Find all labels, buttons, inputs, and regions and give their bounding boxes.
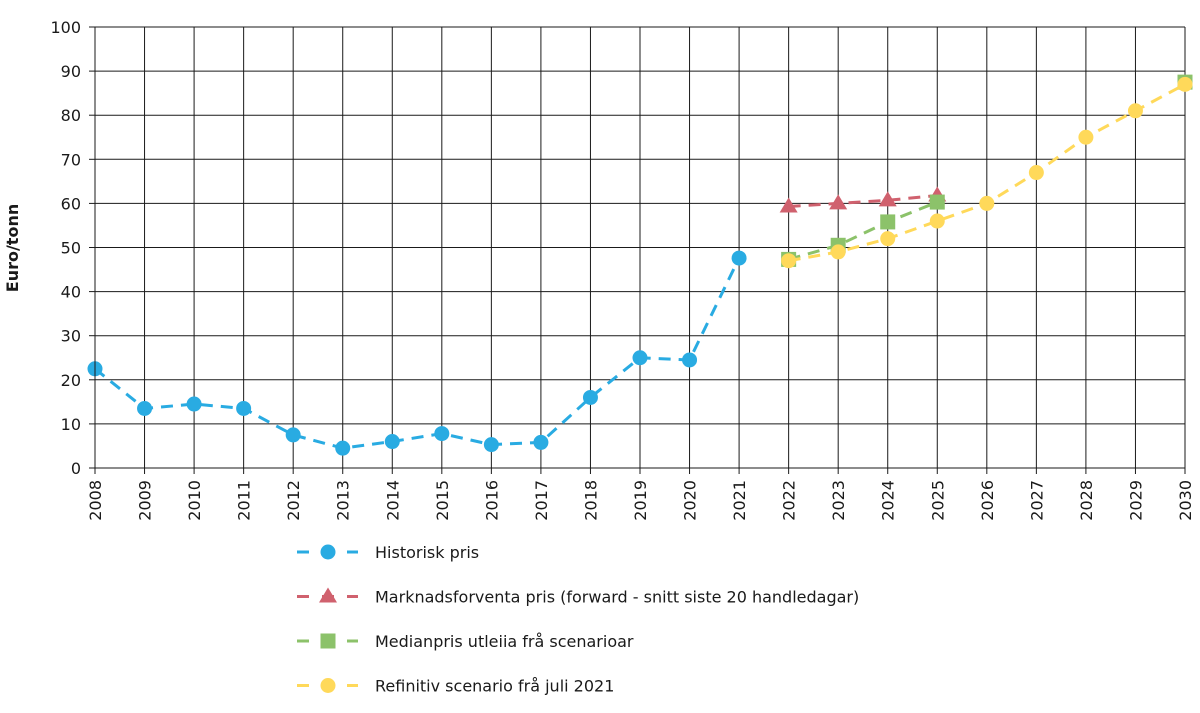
marker [682, 352, 698, 368]
x-tick-label: 2025 [928, 480, 947, 521]
x-tick-label: 2028 [1077, 480, 1096, 521]
x-tick-label: 2016 [482, 480, 501, 521]
x-tick-label: 2023 [829, 480, 848, 521]
x-tick-label: 2018 [581, 480, 600, 521]
legend-label: Refinitiv scenario frå juli 2021 [375, 677, 614, 696]
marker [137, 400, 153, 416]
y-tick-label: 70 [61, 150, 81, 169]
x-tick-label: 2014 [383, 480, 402, 521]
y-axis-label: Euro/tonn [3, 204, 22, 292]
marker [880, 231, 896, 247]
y-tick-label: 0 [71, 459, 81, 478]
x-tick-label: 2009 [136, 480, 155, 521]
x-tick-label: 2008 [86, 480, 105, 521]
x-tick-label: 2027 [1027, 480, 1046, 521]
legend-marker [319, 587, 337, 603]
marker [929, 213, 945, 229]
y-tick-label: 10 [61, 415, 81, 434]
marker [1177, 76, 1193, 92]
y-tick-label: 60 [61, 194, 81, 213]
marker [830, 244, 846, 260]
x-tick-label: 2012 [284, 480, 303, 521]
y-tick-label: 20 [61, 371, 81, 390]
marker [829, 194, 848, 210]
x-tick-label: 2026 [978, 480, 997, 521]
x-tick-label: 2013 [334, 480, 353, 521]
x-tick-label: 2030 [1176, 480, 1195, 521]
legend-marker [320, 633, 336, 649]
x-tick-label: 2021 [730, 480, 749, 521]
x-tick-label: 2019 [631, 480, 650, 521]
marker [582, 389, 598, 405]
y-tick-label: 100 [50, 18, 81, 37]
marker [781, 253, 797, 269]
marker [483, 437, 499, 453]
marker [186, 396, 202, 412]
marker [1078, 129, 1094, 145]
marker [1127, 103, 1143, 119]
series-line [94, 257, 741, 450]
marker [979, 195, 995, 211]
marker [731, 250, 747, 266]
marker [533, 434, 549, 450]
marker [335, 440, 351, 456]
y-tick-label: 30 [61, 327, 81, 346]
x-tick-label: 2024 [879, 480, 898, 521]
x-tick-label: 2011 [235, 480, 254, 521]
x-tick-label: 2015 [433, 480, 452, 521]
legend-label: Medianpris utleiia frå scenarioar [375, 632, 634, 651]
x-tick-label: 2017 [532, 480, 551, 521]
marker [384, 434, 400, 450]
marker [632, 350, 648, 366]
y-tick-label: 40 [61, 283, 81, 302]
y-tick-label: 50 [61, 239, 81, 258]
legend-marker [320, 544, 336, 560]
marker [779, 197, 798, 213]
series-line [788, 193, 938, 208]
y-tick-label: 80 [61, 106, 81, 125]
marker [285, 427, 301, 443]
marker [878, 191, 897, 207]
marker [1028, 165, 1044, 181]
marker [880, 214, 896, 230]
x-tick-label: 2010 [185, 480, 204, 521]
marker [236, 400, 252, 416]
x-tick-label: 2022 [780, 480, 799, 521]
marker [434, 426, 450, 442]
marker [929, 194, 945, 210]
x-tick-label: 2029 [1126, 480, 1145, 521]
legend-label: Marknadsforventa pris (forward - snitt s… [375, 588, 859, 607]
legend-marker [320, 678, 336, 693]
y-tick-label: 90 [61, 62, 81, 81]
x-tick-label: 2020 [681, 480, 700, 521]
legend-label: Historisk pris [375, 543, 479, 562]
